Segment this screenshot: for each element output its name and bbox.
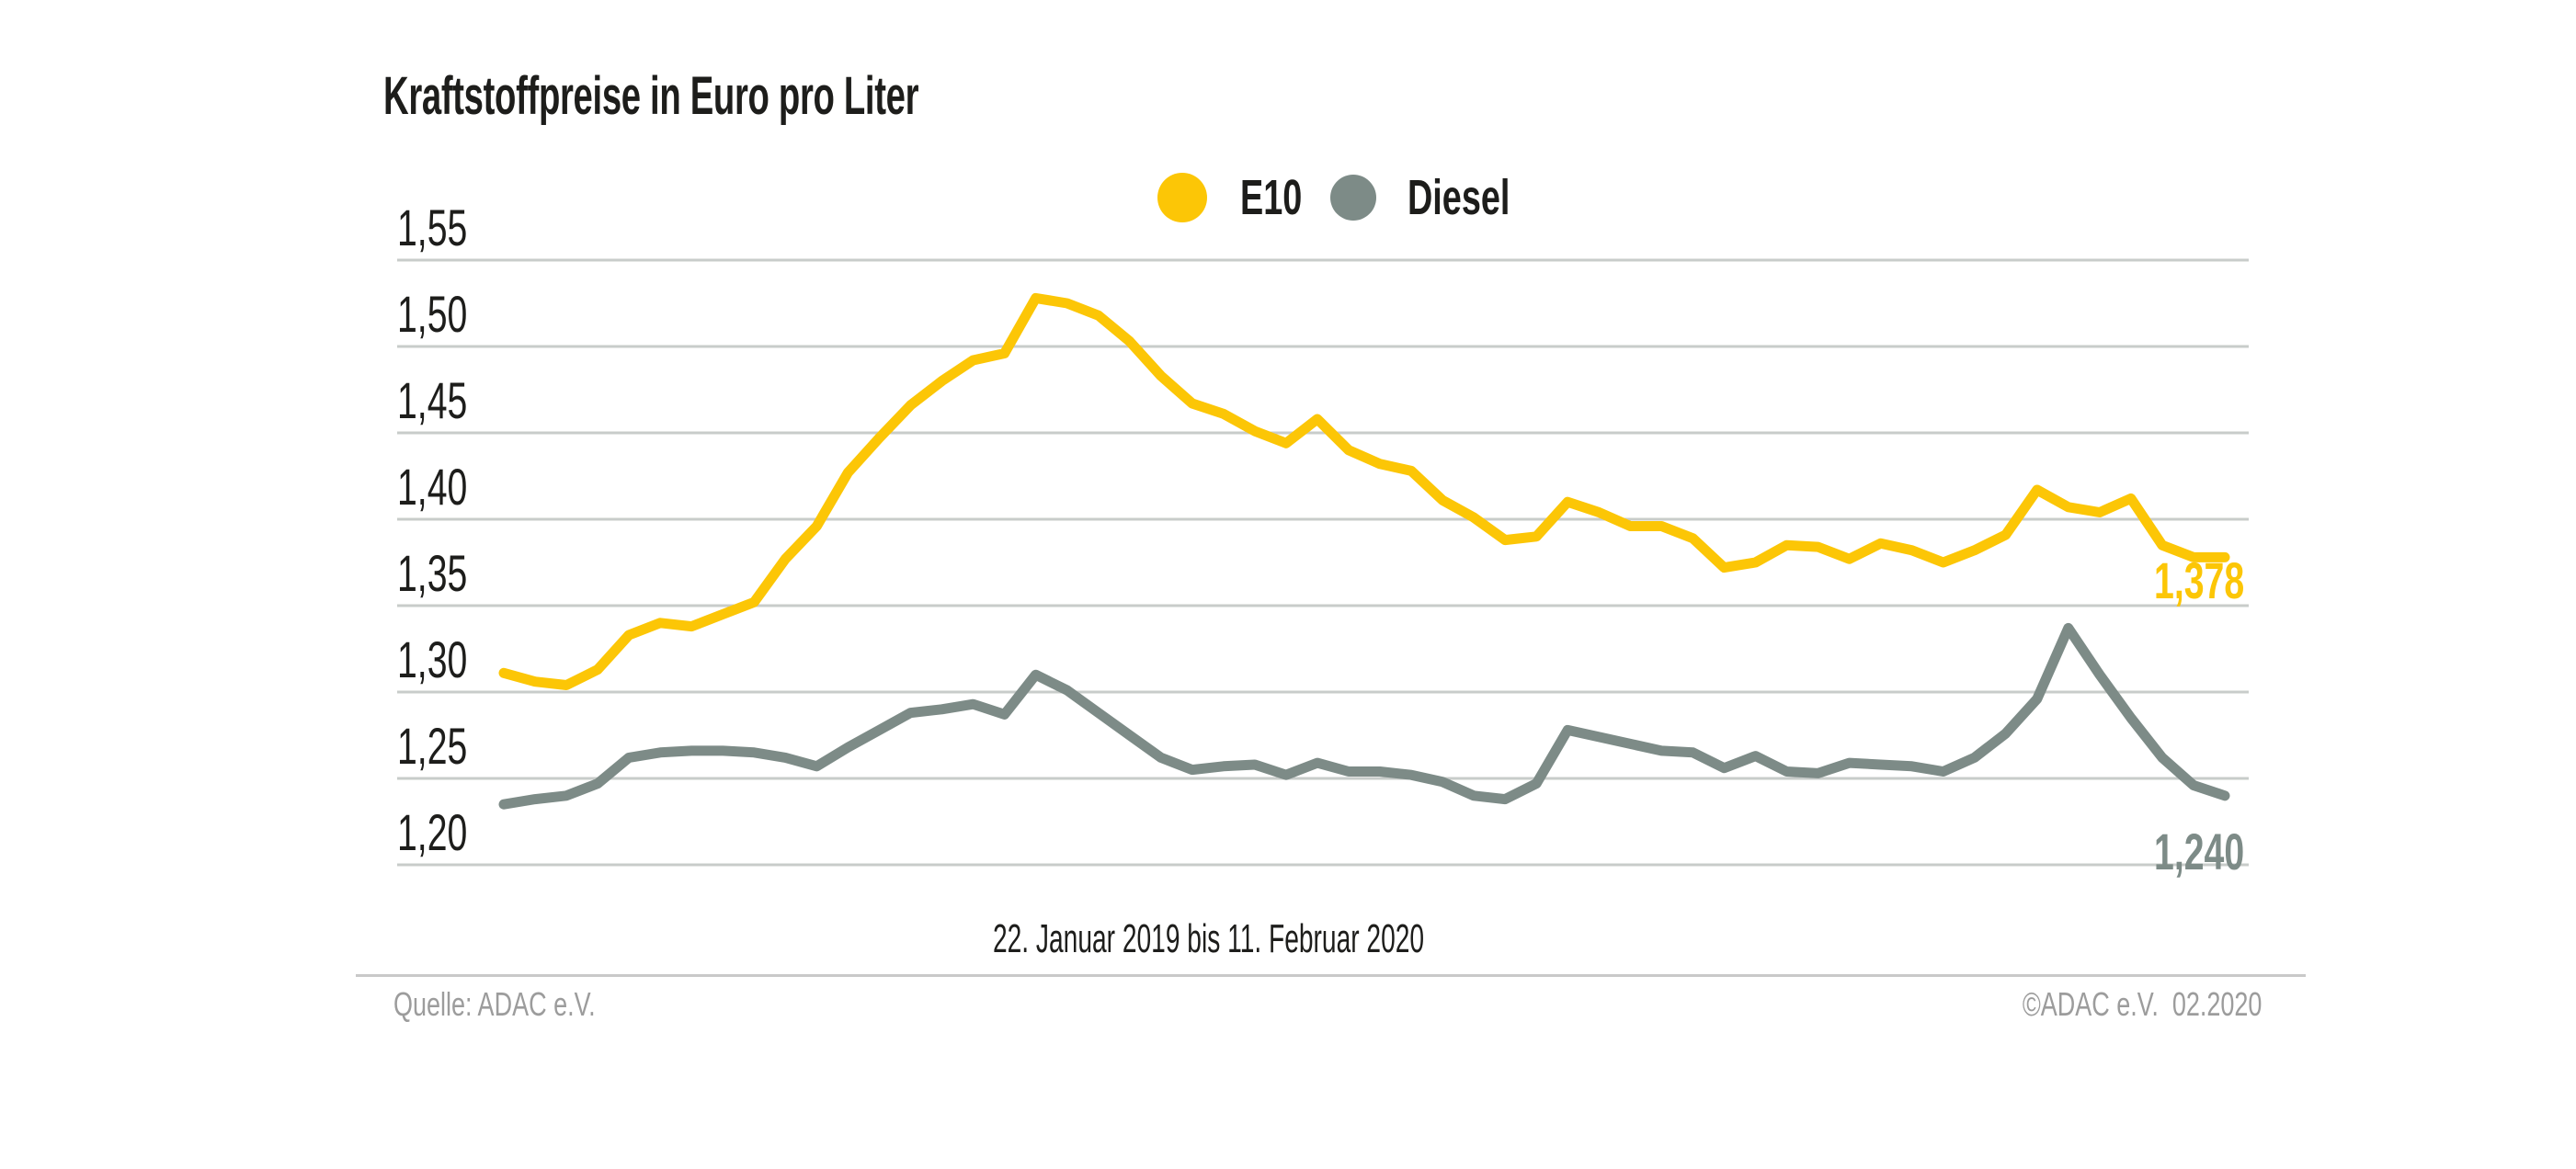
y-axis-tick-text: 1,30	[397, 630, 468, 688]
y-axis-tick-label: 1,50	[397, 287, 497, 342]
end-value-label-e10: 1,378	[2153, 551, 2244, 609]
copyright-note: ©ADAC e.V. 02.2020	[2022, 985, 2262, 1023]
y-axis-tick-label: 1,40	[397, 460, 497, 515]
y-axis-tick-label: 1,55	[397, 200, 497, 255]
series-line-diesel	[498, 622, 2230, 810]
legend-swatch-e10	[1157, 173, 1207, 222]
x-axis-caption: 22. Januar 2019 bis 11. Februar 2020	[993, 916, 1425, 961]
legend-swatch-diesel	[1330, 175, 1376, 221]
y-axis-tick-text: 1,45	[397, 371, 468, 429]
y-axis-tick-label: 1,35	[397, 546, 497, 601]
legend-label-e10: E10	[1240, 170, 1303, 225]
chart-title-text: Kraftstoffpreise in Euro pro Liter	[383, 66, 919, 126]
y-axis-tick-text: 1,50	[397, 285, 468, 343]
y-axis-tick-label: 1,25	[397, 719, 497, 774]
chart-title: Kraftstoffpreise in Euro pro Liter	[383, 69, 1194, 124]
y-axis-tick-text: 1,25	[397, 717, 468, 775]
y-axis-tick-text: 1,35	[397, 544, 468, 602]
y-axis-tick-text: 1,20	[397, 803, 468, 861]
footer-divider	[356, 974, 2306, 977]
end-value-label-diesel: 1,240	[2153, 823, 2244, 880]
series-line-e10	[498, 292, 2230, 690]
y-axis-tick-text: 1,40	[397, 458, 468, 516]
source-note: Quelle: ADAC e.V.	[393, 985, 596, 1023]
y-axis-tick-label: 1,45	[397, 373, 497, 428]
y-axis-tick-label: 1,20	[397, 805, 497, 860]
y-axis-tick-text: 1,55	[397, 199, 468, 256]
legend-label-diesel: Diesel	[1408, 170, 1510, 225]
y-axis-tick-label: 1,30	[397, 632, 497, 687]
